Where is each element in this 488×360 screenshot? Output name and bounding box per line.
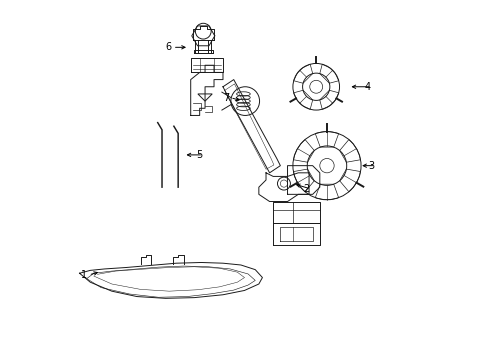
Text: 3: 3 xyxy=(367,161,373,171)
Text: 2: 2 xyxy=(303,184,309,194)
Text: 5: 5 xyxy=(195,150,202,160)
Text: 1: 1 xyxy=(81,270,87,280)
Text: 7: 7 xyxy=(222,93,228,103)
Text: 6: 6 xyxy=(165,42,171,52)
Text: 4: 4 xyxy=(364,82,370,92)
